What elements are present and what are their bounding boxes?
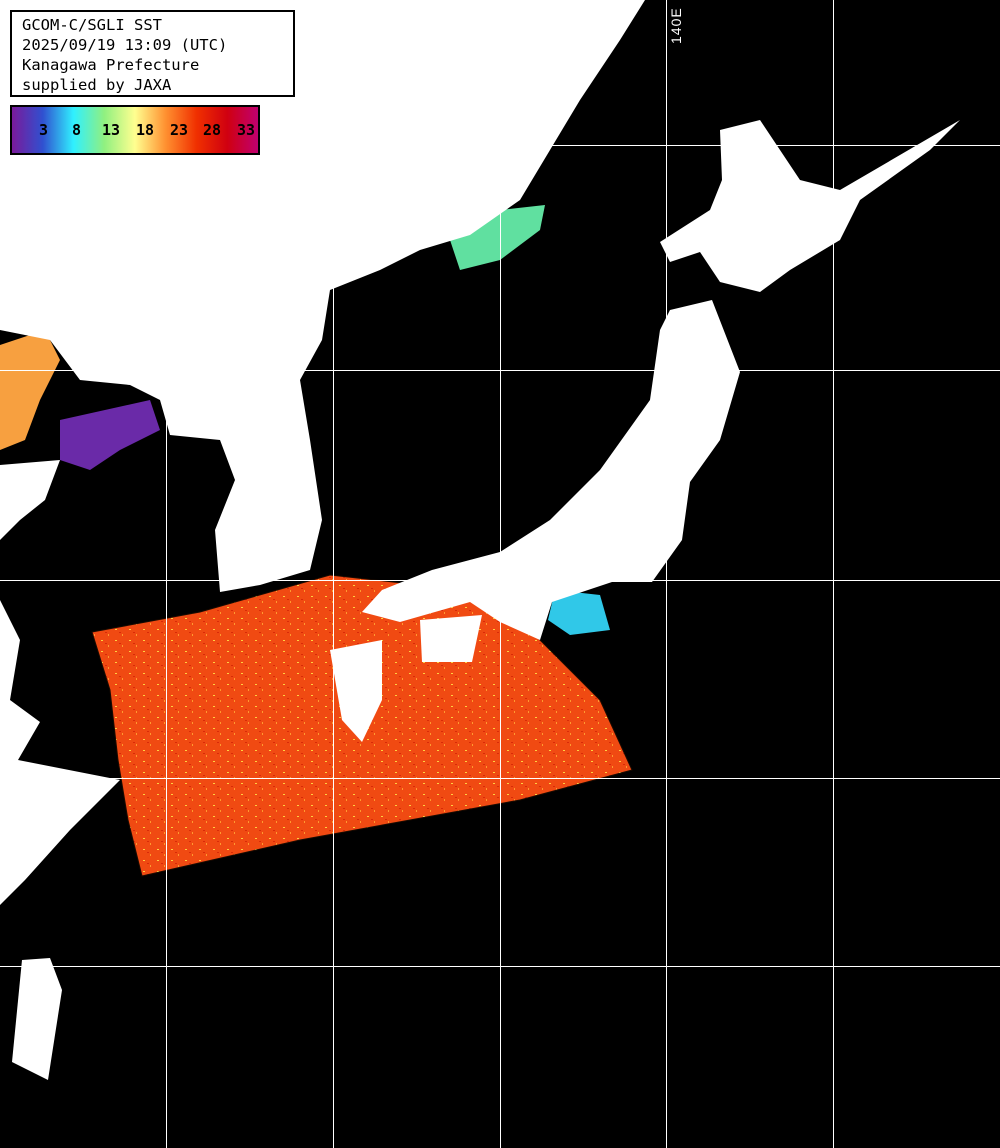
land-hokkaido [660, 120, 960, 292]
data-supplier: supplied by JAXA [22, 76, 172, 94]
land-taiwan [12, 958, 62, 1080]
land-kyushu [330, 640, 382, 742]
legend-label: 3 [39, 121, 49, 139]
info-box: GCOM-C/SGLI SST 2025/09/19 13:09 (UTC) K… [10, 10, 295, 97]
land-sakhalin [400, 126, 430, 170]
product-title: GCOM-C/SGLI SST [22, 16, 162, 34]
sst-patch-yellowsea [60, 400, 160, 470]
region-name: Kanagawa Prefecture [22, 56, 200, 74]
land-shandong [0, 460, 60, 540]
legend-label: 23 [170, 121, 189, 139]
longitude-label-140e: 140E [668, 7, 684, 44]
observation-datetime: 2025/09/19 13:09 (UTC) [22, 36, 228, 54]
legend-label: 18 [136, 121, 155, 139]
legend-label: 33 [237, 121, 256, 139]
land-layer [0, 0, 960, 1080]
legend-label: 8 [72, 121, 82, 139]
land-shikoku [420, 615, 482, 662]
sst-patch-kanto [548, 590, 610, 635]
legend-label: 28 [203, 121, 222, 139]
sst-patch-northeast [450, 205, 545, 270]
land-china-east-coast [0, 600, 120, 905]
color-scale-legend: 3 8 13 18 23 28 33 [10, 105, 260, 155]
sst-patch-west [0, 330, 60, 450]
land-honshu [362, 300, 740, 640]
legend-label: 13 [102, 121, 121, 139]
